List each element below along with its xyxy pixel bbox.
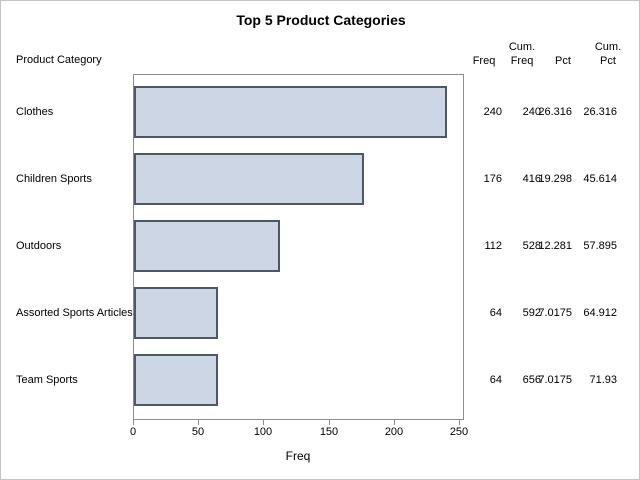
category-label: Team Sports bbox=[16, 374, 78, 386]
pct-value: 7.0175 bbox=[538, 307, 572, 319]
freq-column-header: Freq bbox=[472, 55, 496, 67]
x-tick-label: 150 bbox=[319, 426, 339, 438]
x-tick-label: 100 bbox=[253, 426, 273, 438]
cum-pct-column-header: Cum. Pct bbox=[594, 41, 622, 67]
freq-value: 176 bbox=[483, 173, 502, 185]
x-tick-mark bbox=[459, 420, 460, 425]
cum-freq-value: 416 bbox=[522, 173, 541, 185]
cum-pct-value: 71.93 bbox=[589, 374, 617, 386]
cum-freq-column-header: Cum. Freq bbox=[508, 41, 536, 67]
category-label: Assorted Sports Articles bbox=[16, 307, 133, 319]
cum-freq-value: 528 bbox=[522, 240, 541, 252]
x-tick-mark bbox=[263, 420, 264, 425]
cum-pct-value: 57.895 bbox=[583, 240, 617, 252]
x-tick-label: 250 bbox=[449, 426, 469, 438]
x-tick-label: 0 bbox=[129, 426, 137, 438]
freq-value: 64 bbox=[489, 374, 502, 386]
freq-value: 64 bbox=[489, 307, 502, 319]
x-tick-mark bbox=[394, 420, 395, 425]
plot-area-frame bbox=[133, 74, 464, 420]
bar-assorted-sports-articles bbox=[134, 287, 218, 339]
category-label: Children Sports bbox=[16, 173, 92, 185]
pct-column-header: Pct bbox=[555, 55, 571, 67]
x-axis-label: Freq bbox=[285, 449, 311, 463]
x-tick-mark bbox=[198, 420, 199, 425]
cum-pct-value: 45.614 bbox=[583, 173, 617, 185]
bar-outdoors bbox=[134, 220, 280, 272]
bar-clothes bbox=[134, 86, 447, 138]
cum-freq-value: 240 bbox=[522, 106, 541, 118]
x-tick-mark bbox=[133, 420, 134, 425]
bar-children-sports bbox=[134, 153, 364, 205]
pct-value: 7.0175 bbox=[538, 374, 572, 386]
pct-value: 12.281 bbox=[538, 240, 572, 252]
cum-pct-value: 64.912 bbox=[583, 307, 617, 319]
page-title: Top 5 Product Categories bbox=[236, 12, 406, 28]
category-label: Outdoors bbox=[16, 240, 62, 252]
cum-freq-value: 592 bbox=[522, 307, 541, 319]
x-tick-mark bbox=[329, 420, 330, 425]
category-label: Clothes bbox=[16, 106, 54, 118]
cum-freq-value: 656 bbox=[522, 374, 541, 386]
x-tick-label: 200 bbox=[384, 426, 404, 438]
freq-value: 240 bbox=[483, 106, 502, 118]
cum-pct-value: 26.316 bbox=[583, 106, 617, 118]
x-tick-label: 50 bbox=[191, 426, 205, 438]
category-column-header: Product Category bbox=[16, 54, 102, 66]
freq-value: 112 bbox=[484, 240, 502, 252]
bar-team-sports bbox=[134, 354, 218, 406]
pct-value: 19.298 bbox=[538, 173, 572, 185]
pct-value: 26.316 bbox=[538, 106, 572, 118]
